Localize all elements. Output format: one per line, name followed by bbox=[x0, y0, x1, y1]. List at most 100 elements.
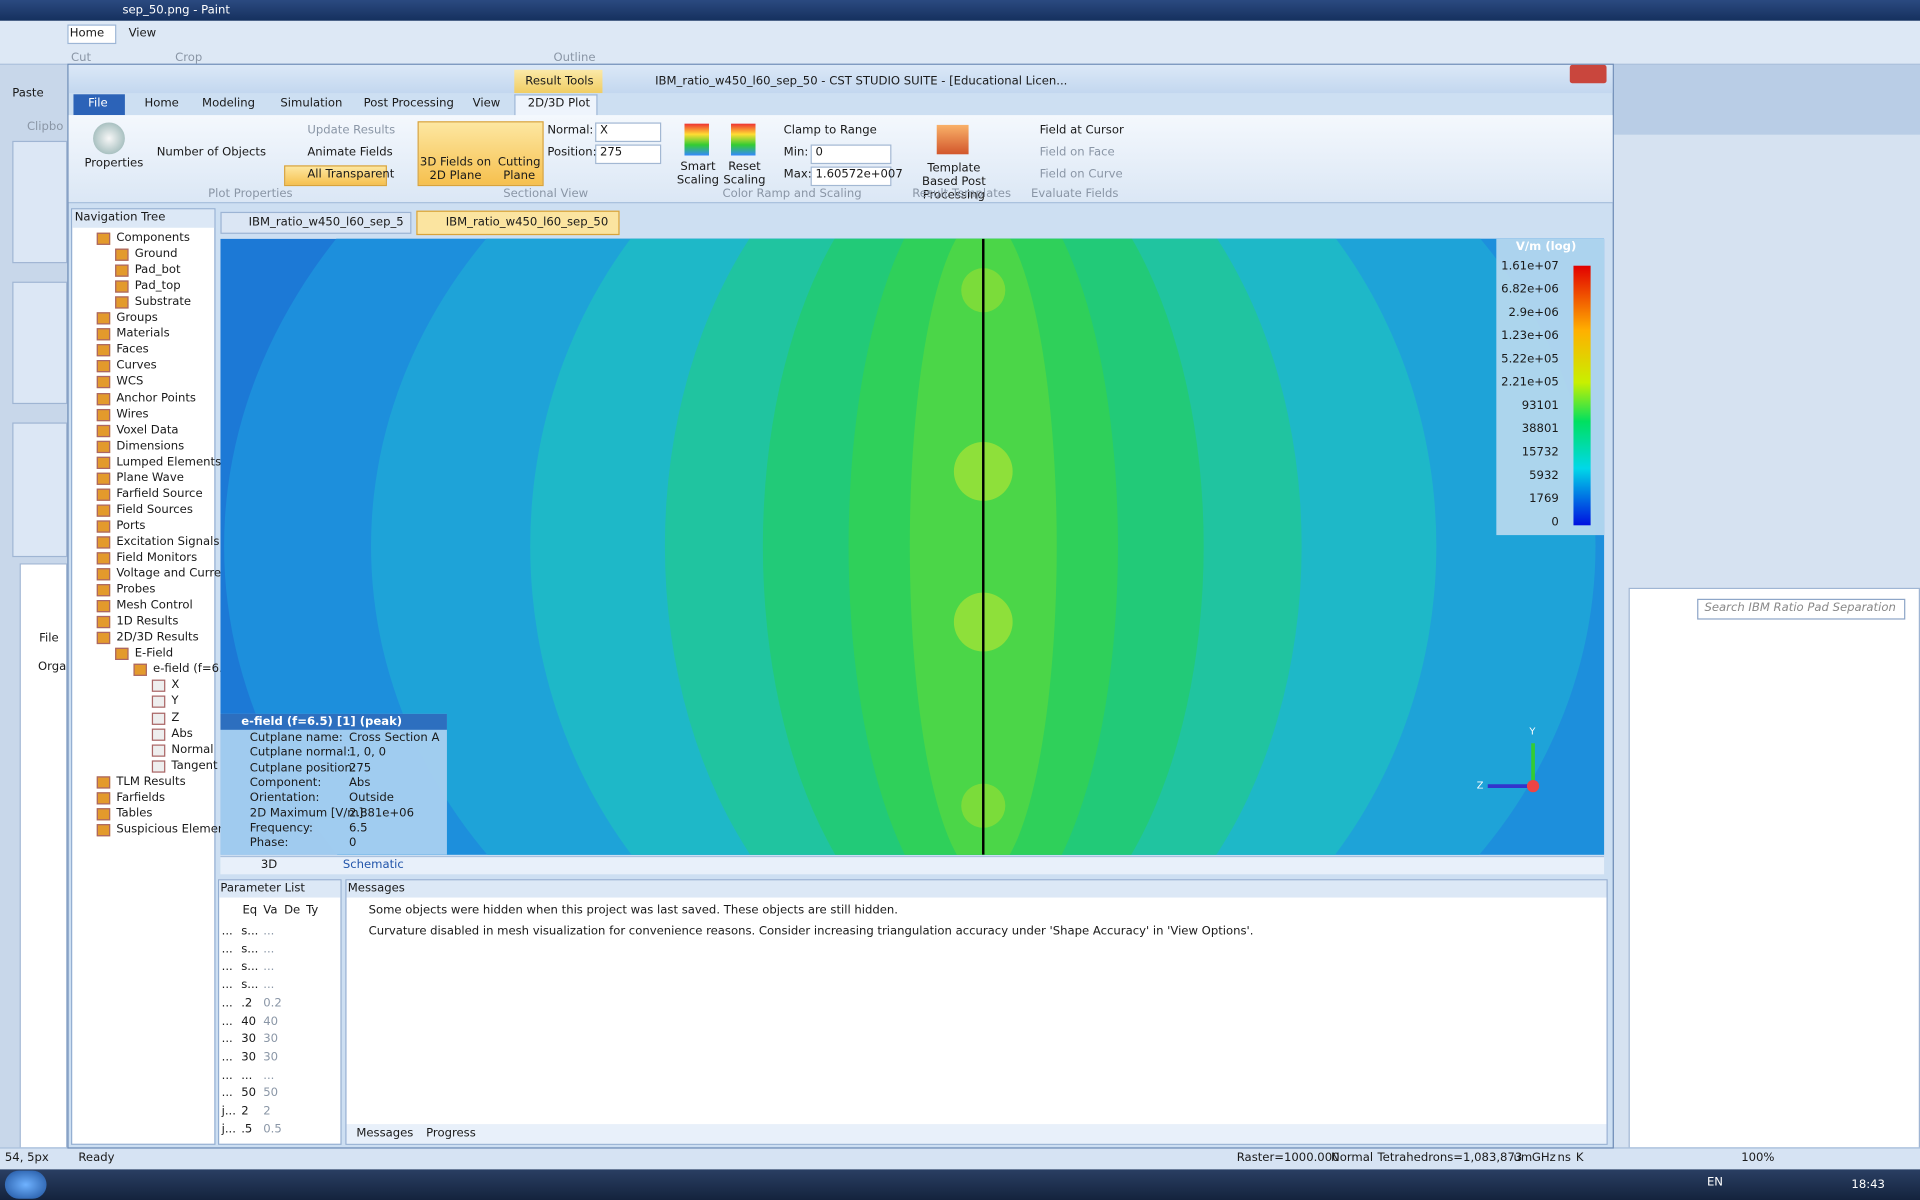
tree-item[interactable]: Excitation Signals bbox=[116, 535, 220, 549]
reset-scaling-icon[interactable] bbox=[731, 123, 756, 156]
status-text: Tetrahedrons=1,083,873 bbox=[1377, 1151, 1523, 1165]
zoom-level: 100% bbox=[1741, 1151, 1775, 1165]
parameter-cell: .5 bbox=[241, 1122, 253, 1136]
doc-tab[interactable] bbox=[220, 211, 412, 234]
tree-item[interactable]: Abs bbox=[171, 726, 193, 741]
tree-item[interactable]: Dimensions bbox=[116, 439, 185, 453]
tree-item[interactable]: Substrate bbox=[134, 295, 192, 309]
parameter-cell: 50 bbox=[263, 1086, 279, 1100]
properties-icon[interactable] bbox=[93, 122, 125, 155]
tree-item[interactable]: Wires bbox=[116, 407, 149, 421]
max-field[interactable] bbox=[810, 166, 892, 187]
doc-tab-active[interactable] bbox=[416, 210, 620, 236]
position-field[interactable] bbox=[595, 144, 662, 165]
paint-window bbox=[12, 281, 68, 405]
tree-item[interactable]: Anchor Points bbox=[116, 391, 196, 405]
sectional-buttons[interactable] bbox=[417, 121, 544, 187]
ribbon-button: Crop bbox=[175, 51, 203, 65]
tree-item[interactable]: Groups bbox=[116, 311, 158, 325]
tree-item[interactable]: e-field (f=6.5 bbox=[153, 662, 231, 677]
parameter-cell: ... bbox=[221, 1086, 233, 1100]
info-label: Orientation: bbox=[249, 791, 320, 805]
tree-item[interactable]: Pad_bot bbox=[134, 263, 181, 277]
ribbon-button: Template Based Post Processing bbox=[922, 161, 986, 203]
tree-item[interactable]: WCS bbox=[116, 375, 144, 389]
field-value: 0 bbox=[815, 145, 823, 160]
tree-icon bbox=[151, 680, 166, 693]
close-button[interactable] bbox=[1569, 64, 1607, 84]
tree-item[interactable]: Ports bbox=[116, 519, 146, 533]
axis-label: Y bbox=[1529, 726, 1536, 738]
language: EN bbox=[1706, 1175, 1723, 1189]
tree-item[interactable]: Z bbox=[171, 710, 180, 725]
view-tab: 3D bbox=[260, 858, 278, 872]
tree-item[interactable]: Faces bbox=[116, 343, 149, 357]
tree-item[interactable]: Voxel Data bbox=[116, 423, 179, 437]
panel-title: Navigation Tree bbox=[74, 210, 166, 225]
tree-item[interactable]: Plane Wave bbox=[116, 471, 184, 485]
tree-item[interactable]: Components bbox=[116, 231, 190, 245]
tree-item[interactable]: Field Monitors bbox=[116, 551, 198, 565]
tree-item[interactable]: Pad_top bbox=[134, 279, 181, 293]
tree-item[interactable]: Farfields bbox=[116, 790, 166, 805]
ribbon-group: Color Ramp and Scaling bbox=[722, 187, 862, 201]
info-value: Cross Section A bbox=[348, 731, 440, 745]
parameter-cell: 0.2 bbox=[263, 996, 282, 1010]
ribbon-label: Number of Objects bbox=[156, 145, 267, 160]
tree-item[interactable]: Suspicious Elements bbox=[116, 822, 236, 837]
tree-item[interactable]: TLM Results bbox=[116, 774, 186, 789]
start-button[interactable] bbox=[4, 1170, 47, 1199]
active-tab[interactable] bbox=[514, 94, 598, 117]
info-label: Phase: bbox=[249, 836, 289, 850]
info-value: Abs bbox=[348, 776, 371, 790]
smart-scaling-icon[interactable] bbox=[684, 123, 709, 156]
min-field[interactable] bbox=[810, 144, 892, 165]
tree-item[interactable]: Mesh Control bbox=[116, 598, 193, 613]
parameter-cell: j... bbox=[221, 1104, 236, 1118]
parameter-cell: ... bbox=[263, 1068, 275, 1082]
normal-combo[interactable] bbox=[595, 122, 662, 143]
tree-item[interactable]: 2D/3D Results bbox=[116, 630, 199, 645]
ribbon-label: Normal: bbox=[547, 123, 594, 138]
view-tab: Schematic bbox=[342, 858, 404, 872]
ribbon-button: Cutting Plane bbox=[497, 155, 541, 183]
info-value: 2.881e+06 bbox=[348, 806, 414, 820]
parameter-header bbox=[219, 880, 341, 898]
tree-item[interactable]: Ground bbox=[134, 247, 178, 261]
tree-item[interactable]: Field Sources bbox=[116, 503, 193, 517]
status-coords: 54, 5px bbox=[4, 1151, 49, 1165]
tree-icon bbox=[96, 536, 111, 549]
field-value: 1.60572e+007 bbox=[815, 167, 903, 182]
tree-item[interactable]: E-Field bbox=[134, 646, 174, 661]
paint-home-tab[interactable] bbox=[67, 24, 117, 45]
tree-item[interactable]: Normal bbox=[171, 742, 214, 757]
search-box[interactable] bbox=[1697, 598, 1906, 620]
message: Curvature disabled in mesh visualization… bbox=[368, 924, 1254, 938]
ribbon-label: Clamp to Range bbox=[783, 123, 877, 138]
tree-icon bbox=[96, 616, 111, 629]
tree-item[interactable]: 1D Results bbox=[116, 614, 179, 629]
tree-item[interactable]: Materials bbox=[116, 327, 170, 341]
tree-item[interactable]: Farfield Source bbox=[116, 487, 203, 501]
file-tab[interactable] bbox=[73, 94, 125, 116]
ribbon-label: Position: bbox=[547, 145, 597, 160]
tree-item[interactable]: Voltage and Current bbox=[116, 566, 233, 581]
tree-item[interactable]: Lumped Elements bbox=[116, 455, 222, 469]
template-icon[interactable] bbox=[936, 124, 969, 155]
tree-item[interactable]: Tables bbox=[116, 806, 153, 821]
tree-item[interactable]: X bbox=[171, 678, 180, 693]
tree-item[interactable]: Curves bbox=[116, 359, 157, 373]
status-text: Normal bbox=[1331, 1151, 1374, 1165]
messages-tab: Messages bbox=[356, 1126, 414, 1140]
column-header: Eq bbox=[242, 903, 258, 918]
tree-icon bbox=[96, 376, 111, 389]
tree-icon bbox=[115, 248, 129, 261]
parameter-cell: ... bbox=[221, 996, 233, 1010]
status-bar bbox=[0, 1147, 1920, 1170]
tree-item[interactable]: Tangent bbox=[171, 758, 218, 773]
tree-item[interactable]: Y bbox=[171, 694, 179, 709]
all-transparent-button[interactable] bbox=[284, 165, 387, 187]
tree-icon bbox=[96, 360, 111, 373]
tree-item[interactable]: Probes bbox=[116, 582, 156, 597]
